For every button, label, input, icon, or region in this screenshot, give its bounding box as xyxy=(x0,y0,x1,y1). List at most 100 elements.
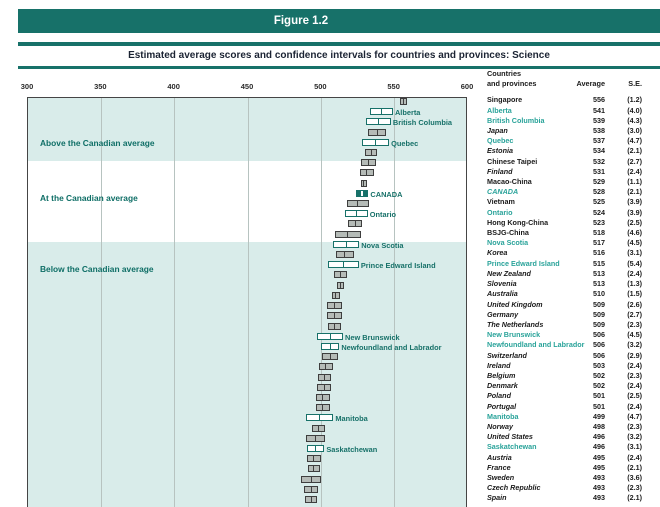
table-cell-se: (2.4) xyxy=(627,166,642,176)
table-cell-average: 509 xyxy=(593,299,605,309)
ci-mean-divider xyxy=(329,354,331,360)
table-cell-average: 498 xyxy=(593,421,605,431)
table-cell-name: Portugal xyxy=(487,401,517,411)
table-row-bsjg-china: BSJG-China 518 (4.6) xyxy=(0,228,660,238)
ci-box-newfoundland-and-labrador: Newfoundland and Labrador xyxy=(320,342,442,352)
ci-mean-divider xyxy=(354,221,356,227)
ci-box-czech-republic xyxy=(304,485,318,493)
table-cell-average: 513 xyxy=(593,268,605,278)
ci-box-prince-edward-island: Prince Edward Island xyxy=(327,261,436,270)
ci-box-belgium xyxy=(317,373,331,381)
ci-box-manitoba: Manitoba xyxy=(306,414,368,423)
section-label-1: Above the Canadian average xyxy=(40,138,155,148)
table-row-czech-republic: Czech Republic 493 (2.3) xyxy=(0,483,660,493)
ci-mean-divider xyxy=(334,303,336,309)
table-cell-se: (3.2) xyxy=(627,340,642,350)
table-cell-se: (1.2) xyxy=(627,95,642,105)
ci-mean-divider xyxy=(335,292,337,298)
ci-box-bsjg-china xyxy=(334,230,361,238)
table-cell-name: Korea xyxy=(487,248,508,258)
table-cell-name: Germany xyxy=(487,309,519,319)
x-axis-tick-600: 600 xyxy=(460,82,474,91)
table-cell-se: (3.6) xyxy=(627,472,642,482)
table-cell-se: (2.7) xyxy=(627,156,642,166)
ci-box-canada: CANADA xyxy=(356,189,402,199)
table-header-countries-line1: Countries xyxy=(487,69,522,78)
table-cell-name: Slovenia xyxy=(487,279,517,289)
table-cell-name: Switzerland xyxy=(487,350,527,360)
table-cell-name: Czech Republic xyxy=(487,483,541,493)
ci-mean-divider xyxy=(323,384,325,390)
ci-label-nova-scotia: Nova Scotia xyxy=(361,240,404,250)
ci-box-germany xyxy=(326,312,343,320)
table-row-norway: Norway 498 (2.3) xyxy=(0,422,660,432)
table-row-prince-edward-island: Prince Edward Island 515 (5.4) xyxy=(0,259,660,269)
table-row-germany: Germany 509 (2.7) xyxy=(0,310,660,320)
table-cell-average: 515 xyxy=(593,258,605,268)
table-row-finland: Finland 531 (2.4) xyxy=(0,167,660,177)
table-cell-se: (3.9) xyxy=(627,197,642,207)
table-cell-name: Japan xyxy=(487,126,508,135)
table-cell-se: (2.1) xyxy=(627,187,642,197)
x-axis-tick-550: 550 xyxy=(387,82,400,91)
ci-box-singapore xyxy=(400,98,407,105)
table-cell-se: (3.1) xyxy=(627,248,642,258)
table-cell-se: (2.3) xyxy=(627,319,642,329)
x-axis-tick-400: 400 xyxy=(167,82,180,91)
ci-mean-divider xyxy=(339,282,341,288)
table-cell-name: Saskatchewan xyxy=(487,442,537,452)
table-cell-se: (2.4) xyxy=(627,360,642,370)
table-row-nova-scotia: Nova Scotia 517 (4.5) xyxy=(0,238,660,248)
ci-mean-divider xyxy=(344,252,346,258)
x-axis-tick-350: 350 xyxy=(94,82,107,91)
table-row-portugal: Portugal 501 (2.4) xyxy=(0,402,660,412)
ci-mean-divider xyxy=(334,313,336,319)
ci-box-macao-china xyxy=(360,179,368,187)
ci-box-british-columbia: British Columbia xyxy=(366,118,452,127)
table-cell-name: British Columbia xyxy=(487,115,545,125)
table-cell-name: Nova Scotia xyxy=(487,238,529,248)
ci-label-canada: CANADA xyxy=(370,189,403,199)
figure-label: Figure 1.2 xyxy=(273,15,329,27)
table-cell-average: 493 xyxy=(593,483,605,493)
ci-box-australia xyxy=(331,291,341,299)
ci-mean-divider xyxy=(313,456,315,462)
table-cell-name: Belgium xyxy=(487,370,516,380)
ci-box-united-kingdom xyxy=(327,302,342,310)
ci-box-estonia xyxy=(365,149,378,157)
table-cell-se: (3.1) xyxy=(627,442,642,452)
table-cell-name: France xyxy=(487,462,511,472)
table-cell-se: (2.9) xyxy=(627,350,642,360)
table-cell-average: 499 xyxy=(593,411,605,421)
table-cell-name: BSJG-China xyxy=(487,228,529,238)
section-label-2: At the Canadian average xyxy=(40,193,138,203)
ci-box-slovenia xyxy=(336,281,345,289)
table-cell-se: (4.7) xyxy=(627,411,642,421)
table-cell-average: 523 xyxy=(593,217,605,227)
table-cell-average: 509 xyxy=(593,309,605,319)
ci-mean-divider xyxy=(317,425,319,431)
table-cell-name: Australia xyxy=(487,289,518,299)
table-cell-name: The Netherlands xyxy=(487,319,544,329)
table-row-new-brunswick: New Brunswick 506 (4.5) xyxy=(0,330,660,340)
table-row-switzerland: Switzerland 506 (2.9) xyxy=(0,351,660,361)
table-cell-average: 506 xyxy=(593,330,605,340)
table-header-se: S.E. xyxy=(628,78,642,88)
table-cell-se: (3.0) xyxy=(627,126,642,135)
table-row-poland: Poland 501 (2.5) xyxy=(0,391,660,401)
section-label-3: Below the Canadian average xyxy=(40,264,154,274)
ci-mean-divider xyxy=(310,476,312,482)
ci-mean-divider xyxy=(329,333,331,339)
table-cell-se: (2.4) xyxy=(627,268,642,278)
table-cell-average: 539 xyxy=(593,115,605,125)
ci-box-poland xyxy=(315,393,330,401)
ci-box-switzerland xyxy=(321,353,339,361)
table-row-ontario: Ontario 524 (3.9) xyxy=(0,208,660,218)
table-cell-se: (4.0) xyxy=(627,105,642,115)
gridline-350 xyxy=(100,97,102,507)
table-cell-name: Ireland xyxy=(487,360,511,370)
ci-box-hong-kong-china xyxy=(347,220,363,228)
table-cell-name: Prince Edward Island xyxy=(487,258,560,268)
table-cell-se: (4.3) xyxy=(627,115,642,125)
